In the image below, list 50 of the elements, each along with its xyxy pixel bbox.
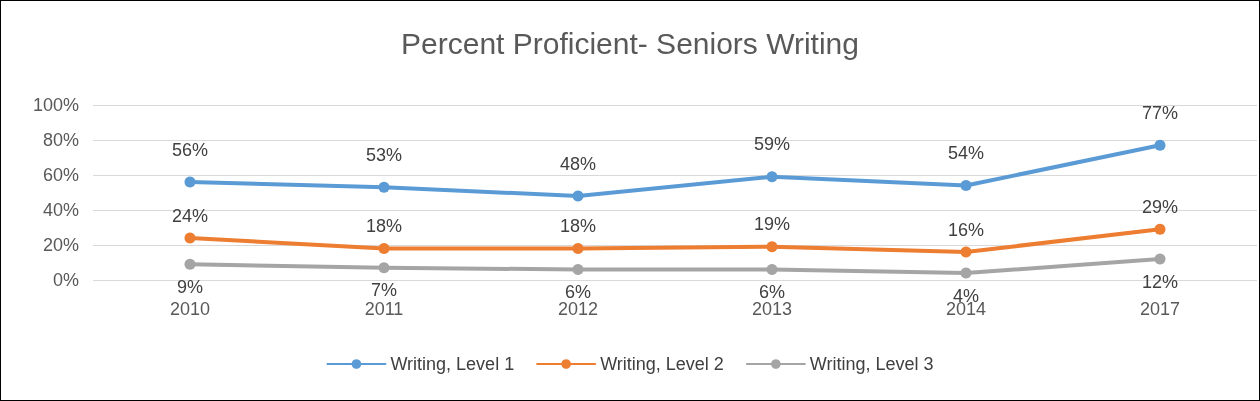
point (960, 180, 972, 191)
point (378, 262, 390, 274)
data-label: 7% (370, 280, 398, 301)
point (960, 246, 972, 258)
point (766, 264, 778, 275)
chart-title: Percent Proficient- Seniors Writing (401, 26, 859, 60)
point (1154, 139, 1166, 151)
point (572, 243, 584, 254)
x-tick-label: 2013 (751, 299, 793, 319)
x-tick-label: 2010 (169, 299, 211, 319)
point (572, 190, 584, 202)
y-tick-label: 0% (52, 270, 79, 290)
data-label: 9% (176, 276, 204, 297)
y-tick-label: 40% (42, 200, 79, 220)
point (1154, 253, 1166, 265)
point (766, 171, 778, 183)
data-label: 12% (1141, 271, 1179, 292)
x-tick-label: 2011 (364, 299, 404, 319)
data-label: 16% (947, 219, 985, 240)
point (572, 264, 584, 275)
data-label: 29% (1141, 196, 1179, 217)
data-label: 53% (365, 144, 403, 165)
legend-label: Writing, Level 3 (809, 354, 934, 374)
point (378, 243, 390, 254)
y-tick-label: 80% (42, 130, 79, 150)
point (378, 181, 390, 193)
data-label: 6% (758, 282, 786, 302)
data-label: 19% (753, 214, 791, 235)
data-label: 77% (1141, 102, 1179, 123)
point (960, 267, 972, 279)
point (766, 241, 778, 253)
data-label: 24% (171, 205, 209, 226)
data-label: 18% (365, 216, 403, 236)
data-label: 56% (171, 139, 209, 160)
point (184, 258, 196, 270)
point (1154, 223, 1166, 235)
data-label: 59% (753, 134, 791, 155)
data-label: 48% (559, 153, 597, 174)
y-tick-label: 100% (32, 95, 79, 115)
legend-label: Writing, Level 2 (600, 354, 724, 374)
data-label: 18% (559, 216, 597, 236)
data-label: 6% (564, 282, 592, 302)
point (184, 232, 196, 244)
x-tick-label: 2017 (1139, 299, 1181, 319)
data-label: 54% (947, 143, 985, 163)
y-tick-label: 60% (42, 165, 79, 185)
y-tick-label: 20% (42, 235, 79, 255)
x-tick-label: 2012 (557, 299, 599, 319)
legend-label: Writing, Level 1 (390, 354, 515, 374)
point (184, 176, 196, 188)
